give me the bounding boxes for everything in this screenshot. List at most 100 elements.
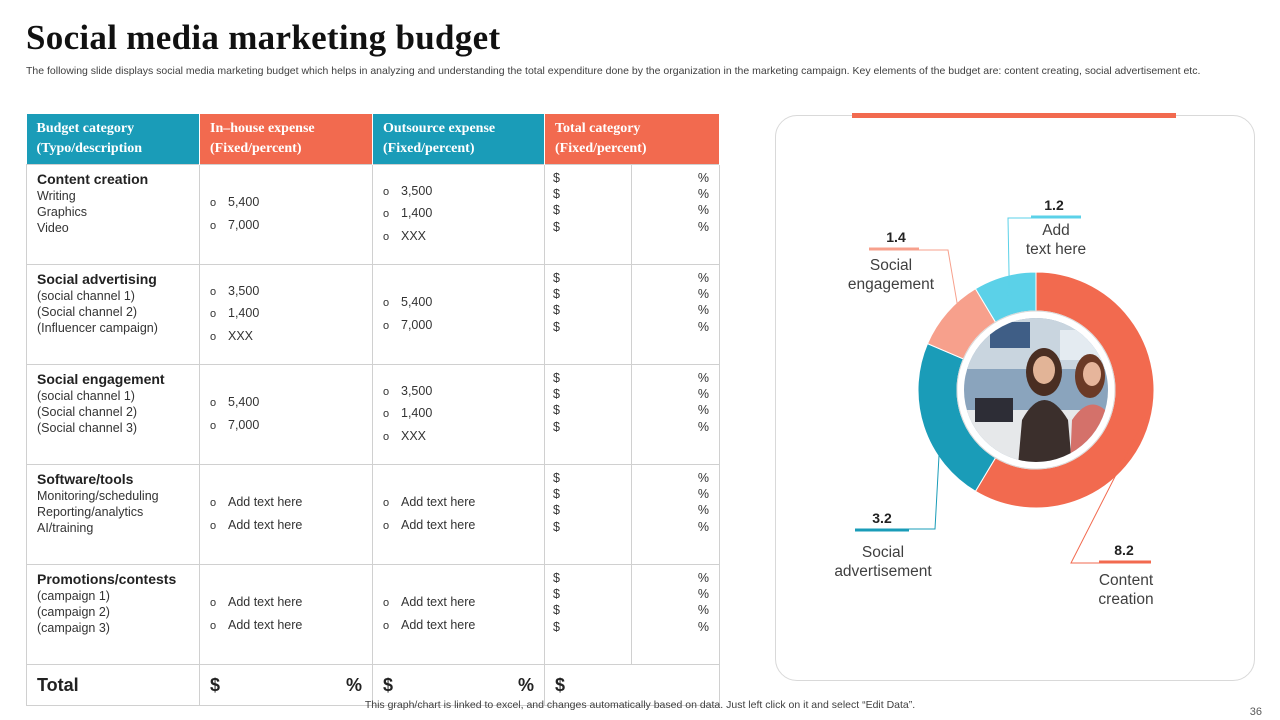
percent-sign: % (697, 471, 709, 485)
total-dollar-cell: $ $ $ $ (544, 464, 632, 565)
dollar-sign: $ (553, 619, 560, 634)
total-percent-cell: %%%% (631, 464, 720, 565)
percent-sign: % (697, 171, 709, 185)
category-subitem: (social channel 1) (37, 389, 135, 403)
expense-value: 1,400 (383, 403, 544, 426)
dollar-sign: $ (553, 519, 560, 534)
expense-value: 7,000 (210, 415, 372, 438)
percent-sign: % (697, 503, 709, 518)
expense-value: 3,500 (383, 381, 544, 404)
inhouse-expense-cell: 3,5001,400XXX (199, 264, 373, 365)
total-dollar-cell: $ $ $ $ (544, 264, 632, 365)
dollar-sign: $ (553, 587, 560, 602)
header-total-category: Total category (Fixed/percent) (544, 114, 720, 165)
total-label: Total (26, 664, 200, 706)
expense-value: Add text here (210, 492, 372, 515)
expense-value: 5,400 (210, 392, 372, 415)
expense-value: Add text here (210, 615, 372, 638)
category-label: Add (1042, 222, 1070, 239)
header-budget-category: Budget category (Typo/description (26, 114, 200, 165)
budget-table: Budget category (Typo/description In–hous… (26, 114, 720, 706)
expense-value: Add text here (383, 492, 544, 515)
leader-dot (1006, 291, 1012, 297)
total-percent-cell: %%%% (631, 164, 720, 265)
expense-value: Add text here (383, 515, 544, 538)
percent-sign: % (697, 571, 709, 585)
expense-value: XXX (383, 226, 544, 249)
category-cell: Content creation Writing Graphics Video (26, 164, 200, 265)
percent-sign: % (697, 519, 709, 534)
total-dollar-cell: $ $ $ $ (544, 364, 632, 465)
category-subitem: Video (37, 221, 69, 235)
data-value-label: 3.2 (872, 510, 892, 526)
percent-sign: % (697, 371, 709, 385)
total-percent-cell: %%%% (631, 364, 720, 465)
expense-value: 7,000 (383, 315, 544, 338)
percent-sign: % (697, 303, 709, 318)
total-category-cell: $ (544, 664, 720, 706)
category-subitem: AI/training (37, 521, 94, 535)
slide-title: Social media marketing budget (26, 18, 501, 57)
percent-sign: % (697, 419, 709, 434)
data-label-group: 3.2 Social advertisement (834, 418, 944, 580)
dollar-sign: $ (553, 303, 560, 318)
dollar-sign: $ (553, 419, 560, 434)
dollar-sign: $ (553, 271, 560, 285)
category-label: Social (862, 544, 904, 561)
dollar-sign: $ (553, 387, 560, 402)
leader-line (905, 249, 962, 325)
expense-value: XXX (383, 426, 544, 449)
panel-accent-bar (852, 113, 1176, 118)
category-subitem: (campaign 3) (37, 621, 110, 635)
expense-value: Add text here (383, 592, 544, 615)
expense-value: 5,400 (210, 192, 372, 215)
dollar-sign: $ (553, 471, 560, 485)
expense-value: Add text here (210, 592, 372, 615)
category-label: advertisement (834, 563, 932, 580)
category-subitem: (Social channel 2) (37, 405, 138, 419)
slide-subtitle: The following slide displays social medi… (26, 65, 1201, 77)
outsource-expense-cell: 5,4007,000 (372, 264, 545, 365)
page-number: 36 (1249, 706, 1262, 718)
table-row: Social engagement (social channel 1) (Soci… (26, 364, 720, 465)
category-label: Content (1099, 572, 1154, 589)
category-subitem: Monitoring/scheduling (37, 489, 159, 503)
category-label: engagement (848, 276, 935, 293)
data-label-group: 1.4 Social engagement (848, 229, 964, 327)
category-label: Social (870, 257, 912, 274)
table-row: Software/tools Monitoring/scheduling Repor… (26, 464, 720, 565)
outsource-expense-cell: Add text hereAdd text here (372, 564, 545, 665)
percent-sign: % (697, 287, 709, 302)
header-outsource-expense: Outsource expense (Fixed/percent) (372, 114, 545, 165)
dollar-sign: $ (553, 319, 560, 334)
percent-sign: % (697, 487, 709, 502)
total-outsource-cell: $% (372, 664, 545, 706)
inhouse-expense-cell: Add text hereAdd text here (199, 564, 373, 665)
outsource-expense-cell: 3,5001,400XXX (372, 164, 545, 265)
category-name: Social advertising (37, 271, 157, 287)
category-name: Social engagement (37, 371, 165, 387)
category-subitem: (social channel 1) (37, 289, 135, 303)
dollar-sign: $ (553, 571, 560, 585)
leader-dot (1141, 417, 1147, 423)
percent-sign: % (697, 187, 709, 202)
category-subitem: Reporting/analytics (37, 505, 144, 519)
outsource-expense-cell: Add text hereAdd text here (372, 464, 545, 565)
data-label-group: 8.2 Content creation (1070, 417, 1154, 608)
data-label-group: 1.2 Add text here (1006, 197, 1086, 297)
expense-value: Add text here (210, 515, 372, 538)
percent-sign: % (697, 319, 709, 334)
category-subitem: (campaign 2) (37, 605, 110, 619)
dollar-sign: $ (553, 171, 560, 185)
leader-dot (938, 418, 944, 424)
data-value-label: 8.2 (1114, 542, 1134, 558)
inhouse-expense-cell: Add text hereAdd text here (199, 464, 373, 565)
expense-value: 1,400 (210, 303, 372, 326)
center-photo (956, 310, 1116, 470)
dollar-sign: $ (553, 203, 560, 218)
percent-sign: % (697, 387, 709, 402)
data-value-label: 1.2 (1044, 197, 1064, 213)
percent-sign: % (697, 619, 709, 634)
total-percent-cell: %%%% (631, 264, 720, 365)
